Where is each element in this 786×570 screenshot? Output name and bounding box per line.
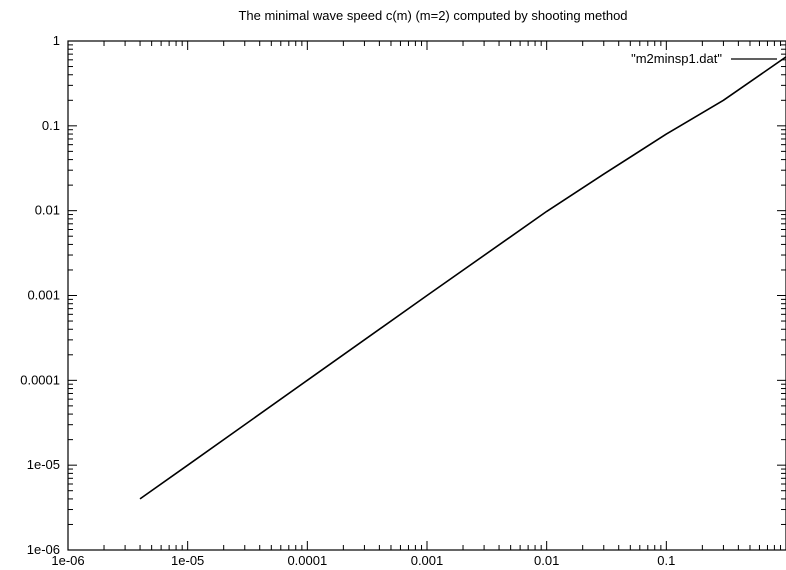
legend: "m2minsp1.dat" — [631, 51, 777, 66]
axis-ticks — [67, 41, 786, 551]
x-tick-label: 1e-06 — [51, 553, 84, 568]
x-tick-label: 0.0001 — [287, 553, 327, 568]
chart-title: The minimal wave speed c(m) (m=2) comput… — [238, 8, 627, 23]
x-tick-label: 1e-05 — [171, 553, 204, 568]
series-group — [139, 56, 786, 500]
x-tick-label: 0.01 — [534, 553, 559, 568]
y-tick-label: 1e-06 — [27, 542, 60, 557]
y-tick-label: 1 — [53, 33, 60, 48]
y-tick-label: 1e-05 — [27, 457, 60, 472]
series-line — [139, 56, 786, 500]
x-tick-labels: 1e-06 1e-05 0.0001 0.001 0.01 0.1 — [51, 553, 675, 568]
y-tick-label: 0.001 — [27, 288, 60, 303]
y-tick-label: 0.0001 — [20, 372, 60, 387]
y-tick-labels: 1e-06 1e-05 0.0001 0.001 0.01 0.1 1 — [20, 33, 60, 557]
x-tick-label: 0.001 — [411, 553, 444, 568]
y-tick-label: 0.01 — [35, 203, 60, 218]
legend-label: "m2minsp1.dat" — [631, 51, 722, 66]
y-tick-label: 0.1 — [42, 118, 60, 133]
x-tick-label: 0.1 — [657, 553, 675, 568]
